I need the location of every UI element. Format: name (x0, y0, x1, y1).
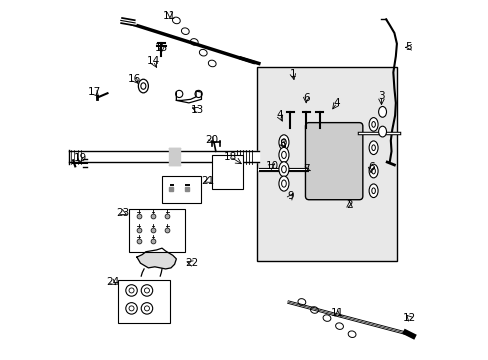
Text: 11: 11 (163, 11, 176, 21)
Ellipse shape (368, 118, 377, 131)
Text: 23: 23 (117, 208, 130, 218)
FancyBboxPatch shape (305, 123, 362, 200)
Text: 11: 11 (330, 308, 344, 318)
Text: 20: 20 (204, 135, 218, 145)
Text: 4: 4 (276, 111, 283, 121)
Text: 2: 2 (346, 200, 352, 210)
Ellipse shape (278, 135, 288, 150)
Ellipse shape (138, 79, 148, 93)
Ellipse shape (368, 141, 377, 154)
Text: 9: 9 (287, 191, 294, 201)
Text: 7: 7 (303, 164, 309, 174)
Text: 3: 3 (377, 91, 384, 101)
Bar (118, 280, 170, 323)
Text: 18: 18 (223, 152, 236, 162)
Text: 21: 21 (201, 176, 214, 186)
Bar (129, 209, 184, 252)
Text: 14: 14 (146, 56, 160, 66)
Text: 24: 24 (106, 277, 119, 287)
Ellipse shape (368, 164, 377, 178)
Text: 1: 1 (289, 69, 296, 79)
Polygon shape (137, 248, 176, 269)
Bar (212, 155, 242, 189)
Ellipse shape (378, 107, 386, 117)
Text: 6: 6 (367, 162, 374, 172)
Ellipse shape (378, 126, 386, 137)
Ellipse shape (368, 184, 377, 198)
Text: 10: 10 (265, 161, 278, 171)
Text: 22: 22 (184, 258, 198, 268)
Ellipse shape (278, 162, 288, 177)
Text: 5: 5 (405, 42, 411, 52)
Text: 8: 8 (279, 139, 285, 149)
Text: 6: 6 (302, 93, 309, 103)
Ellipse shape (278, 176, 288, 191)
Text: 17: 17 (88, 87, 101, 97)
Text: 15: 15 (154, 43, 167, 53)
Text: 12: 12 (402, 313, 415, 323)
Text: 4: 4 (333, 98, 340, 108)
Bar (257, 67, 396, 261)
Bar (162, 176, 201, 203)
Ellipse shape (278, 147, 288, 162)
Text: 16: 16 (127, 74, 141, 84)
Text: 19: 19 (74, 153, 87, 163)
Text: 13: 13 (191, 105, 204, 115)
